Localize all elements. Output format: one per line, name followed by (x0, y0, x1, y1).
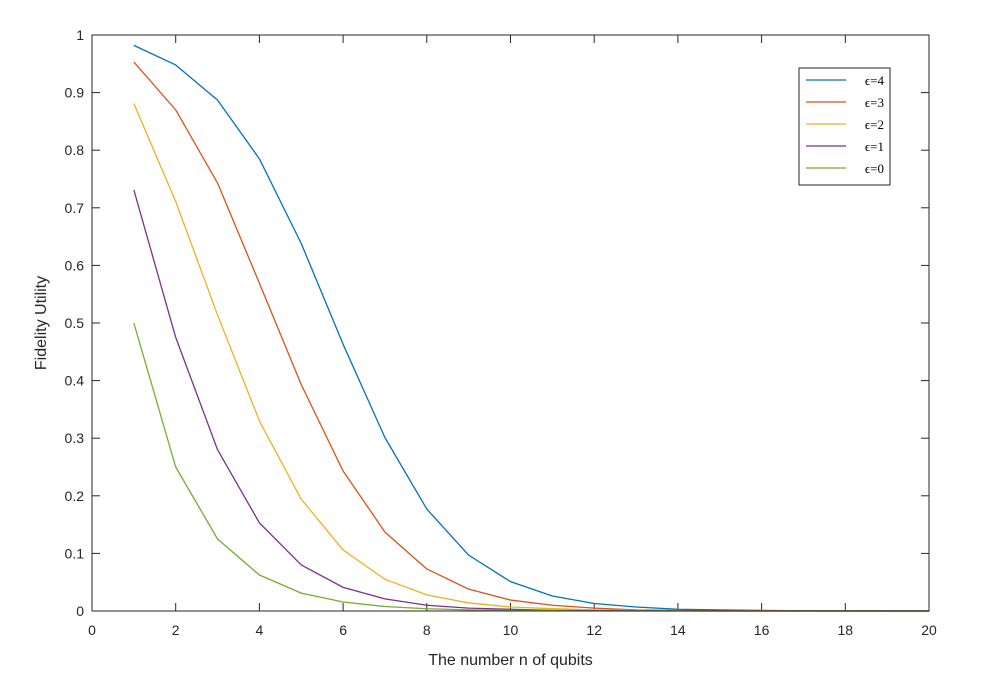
x-tick-label: 6 (339, 622, 347, 638)
y-tick-label: 0.6 (65, 257, 85, 273)
y-tick-label: 0.8 (65, 142, 85, 158)
x-tick-label: 8 (423, 622, 431, 638)
x-tick-label: 12 (586, 622, 602, 638)
x-tick-label: 20 (921, 622, 937, 638)
legend-box (798, 67, 891, 186)
x-tick-label: 18 (838, 622, 854, 638)
y-tick-label: 0.5 (65, 315, 85, 331)
legend-label: ϵ=1 (865, 139, 884, 154)
x-tick-label: 10 (503, 622, 519, 638)
y-tick-label: 0.4 (65, 373, 85, 389)
y-tick-label: 1 (76, 27, 84, 43)
y-tick-label: 0.7 (65, 200, 85, 216)
x-tick-label: 0 (88, 622, 96, 638)
legend-label: ϵ=3 (865, 95, 884, 110)
y-tick-label: 0.9 (65, 85, 85, 101)
legend-label: ϵ=2 (865, 117, 884, 132)
y-tick-label: 0.2 (65, 488, 85, 504)
x-axis-label: The number n of qubits (428, 652, 593, 669)
axes-box (91, 34, 930, 612)
x-tick-label: 4 (256, 622, 264, 638)
x-tick-label: 2 (172, 622, 180, 638)
x-tick-label: 14 (670, 622, 686, 638)
legend-label: ϵ=4 (865, 73, 885, 88)
legend: ϵ=4 ϵ=3 ϵ=2 ϵ=1 ϵ=0 (798, 67, 891, 186)
y-tick-label: 0.1 (65, 545, 85, 561)
plot-area (92, 35, 929, 611)
legend-label: ϵ=0 (865, 161, 884, 176)
axis-tick-labels: 0 2 4 6 8 10 12 14 16 18 20 0 0.1 0.2 0.3 0.4 0.5 0.6 0.7 0… (65, 27, 937, 638)
y-tick-label: 0 (76, 603, 84, 619)
x-tick-label: 16 (754, 622, 770, 638)
y-tick-label: 0.3 (65, 430, 85, 446)
y-axis-label: Fidelity Utility (33, 276, 50, 370)
